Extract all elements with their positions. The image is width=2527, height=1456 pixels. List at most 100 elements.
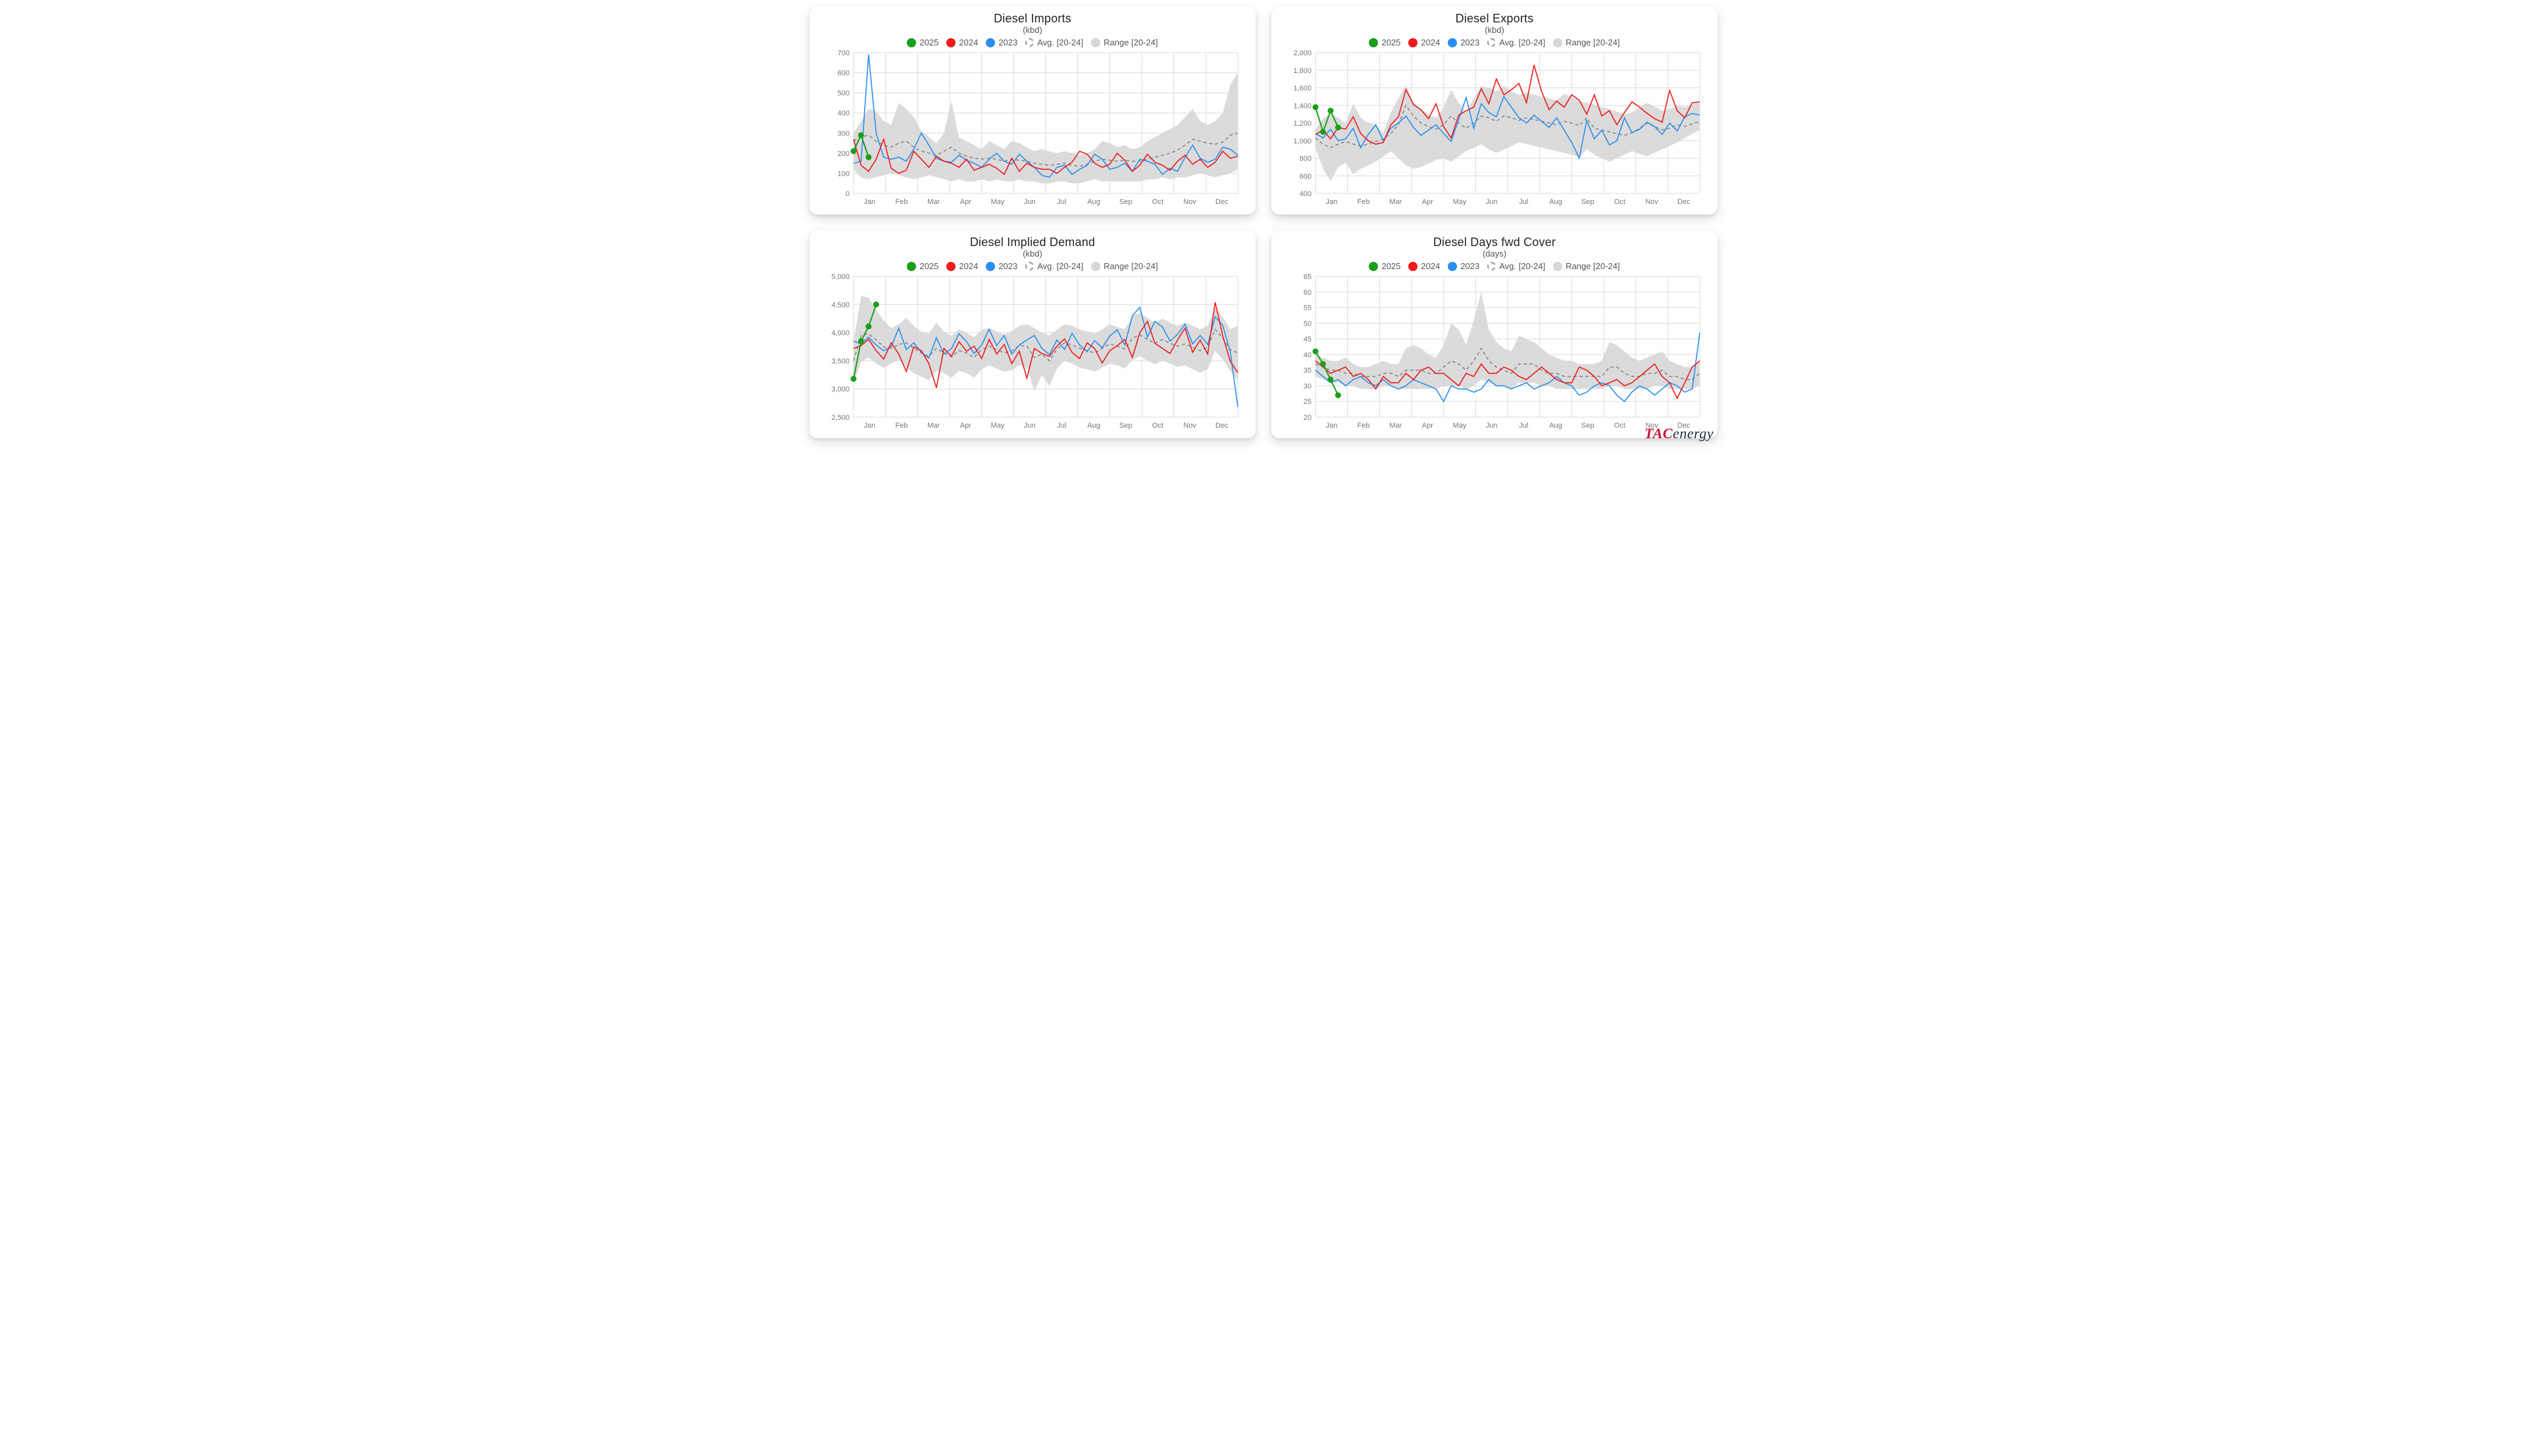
svg-text:Jul: Jul bbox=[1519, 422, 1528, 430]
svg-text:Oct: Oct bbox=[1614, 422, 1625, 430]
chart-plot: 20253035404550556065JanFebMarAprMayJunJu… bbox=[1281, 274, 1708, 432]
svg-text:300: 300 bbox=[838, 130, 850, 138]
marker-2025 bbox=[1335, 392, 1341, 398]
legend-item-avg[interactable]: Avg. [20-24] bbox=[1025, 261, 1083, 271]
svg-text:Mar: Mar bbox=[1389, 198, 1402, 206]
legend-swatch bbox=[1408, 38, 1417, 47]
legend: 2025 2024 2023 Avg. [20-24] Range [20-24] bbox=[1281, 261, 1708, 271]
svg-text:Nov: Nov bbox=[1645, 198, 1658, 206]
svg-text:Dec: Dec bbox=[1215, 422, 1229, 430]
legend-swatch bbox=[946, 262, 956, 271]
legend-label: 2023 bbox=[1460, 38, 1479, 47]
chart-subtitle: (kbd) bbox=[819, 25, 1246, 35]
svg-text:30: 30 bbox=[1304, 382, 1312, 390]
chart-title: Diesel Imports bbox=[819, 12, 1246, 26]
svg-text:60: 60 bbox=[1304, 289, 1312, 297]
legend-label: 2023 bbox=[998, 38, 1017, 47]
brand-right: energy bbox=[1673, 425, 1714, 441]
svg-text:600: 600 bbox=[1300, 172, 1312, 180]
svg-text:100: 100 bbox=[838, 170, 850, 178]
legend-item-avg[interactable]: Avg. [20-24] bbox=[1025, 38, 1083, 47]
chart-plot: 0100200300400500600700JanFebMarAprMayJun… bbox=[819, 50, 1246, 208]
marker-2025 bbox=[1327, 108, 1333, 114]
svg-text:400: 400 bbox=[838, 110, 850, 118]
svg-text:Sep: Sep bbox=[1119, 422, 1133, 430]
svg-text:500: 500 bbox=[838, 89, 850, 97]
legend-item-2024[interactable]: 2024 bbox=[946, 261, 978, 271]
legend-item-range[interactable]: Range [20-24] bbox=[1091, 261, 1158, 271]
legend-swatch bbox=[907, 262, 916, 271]
legend-item-2023[interactable]: 2023 bbox=[986, 38, 1017, 47]
svg-text:45: 45 bbox=[1304, 336, 1312, 343]
legend-item-2024[interactable]: 2024 bbox=[1408, 261, 1440, 271]
svg-text:Mar: Mar bbox=[1389, 422, 1402, 430]
svg-text:65: 65 bbox=[1304, 274, 1312, 281]
svg-text:Feb: Feb bbox=[1358, 422, 1370, 430]
legend: 2025 2024 2023 Avg. [20-24] Range [20-24] bbox=[819, 261, 1246, 271]
legend-item-2025[interactable]: 2025 bbox=[907, 38, 938, 47]
svg-text:Oct: Oct bbox=[1152, 422, 1163, 430]
svg-text:May: May bbox=[991, 422, 1005, 430]
legend-swatch bbox=[986, 262, 995, 271]
svg-text:1,000: 1,000 bbox=[1293, 138, 1312, 145]
legend-item-2023[interactable]: 2023 bbox=[1448, 261, 1479, 271]
svg-text:Sep: Sep bbox=[1119, 198, 1133, 206]
legend-swatch bbox=[1553, 262, 1562, 271]
svg-text:Mar: Mar bbox=[927, 422, 940, 430]
legend-label: Range [20-24] bbox=[1566, 261, 1620, 271]
legend-label: Avg. [20-24] bbox=[1499, 38, 1545, 47]
svg-text:35: 35 bbox=[1304, 367, 1312, 375]
marker-2025 bbox=[873, 301, 879, 307]
legend-label: 2025 bbox=[919, 38, 938, 47]
legend-label: 2025 bbox=[1381, 38, 1400, 47]
svg-text:400: 400 bbox=[1300, 190, 1312, 198]
svg-text:5,000: 5,000 bbox=[831, 274, 850, 281]
svg-text:700: 700 bbox=[838, 50, 850, 57]
legend-item-2023[interactable]: 2023 bbox=[986, 261, 1017, 271]
marker-2025 bbox=[858, 338, 864, 344]
legend-item-2024[interactable]: 2024 bbox=[1408, 38, 1440, 47]
legend-swatch bbox=[1025, 262, 1034, 270]
svg-text:Apr: Apr bbox=[1422, 422, 1433, 430]
legend-item-2025[interactable]: 2025 bbox=[1369, 38, 1400, 47]
diesel-exports-card: Diesel Exports(kbd) 2025 2024 2023 Avg. [20-… bbox=[1271, 7, 1718, 214]
legend-swatch bbox=[1025, 38, 1034, 47]
marker-2025 bbox=[1313, 349, 1319, 355]
legend-swatch bbox=[907, 38, 916, 47]
legend-item-2023[interactable]: 2023 bbox=[1448, 38, 1479, 47]
chart-subtitle: (kbd) bbox=[1281, 25, 1708, 35]
svg-text:Jan: Jan bbox=[863, 198, 875, 206]
legend-swatch bbox=[1487, 262, 1496, 270]
svg-text:Apr: Apr bbox=[960, 198, 971, 206]
diesel-demand-card: Diesel Implied Demand(kbd)202520242023Av… bbox=[809, 230, 1256, 438]
svg-text:Aug: Aug bbox=[1549, 198, 1562, 206]
marker-2025 bbox=[1313, 104, 1319, 110]
legend: 2025 2024 2023 Avg. [20-24] Range [20-24] bbox=[819, 38, 1246, 47]
legend-item-2025[interactable]: 2025 bbox=[907, 261, 938, 271]
legend-label: Avg. [20-24] bbox=[1037, 261, 1083, 271]
marker-2025 bbox=[851, 376, 857, 382]
legend-item-2024[interactable]: 2024 bbox=[946, 38, 978, 47]
svg-text:Aug: Aug bbox=[1087, 198, 1100, 206]
legend-item-avg[interactable]: Avg. [20-24] bbox=[1487, 38, 1545, 47]
legend-item-range[interactable]: Range [20-24] bbox=[1091, 38, 1158, 47]
svg-text:May: May bbox=[1453, 198, 1467, 206]
svg-text:Jun: Jun bbox=[1486, 422, 1498, 430]
svg-text:Sep: Sep bbox=[1581, 422, 1595, 430]
legend-label: Range [20-24] bbox=[1104, 261, 1158, 271]
legend-swatch bbox=[986, 38, 995, 47]
chart-title: Diesel Exports bbox=[1281, 12, 1708, 26]
legend-label: Range [20-24] bbox=[1104, 38, 1158, 47]
svg-text:25: 25 bbox=[1304, 398, 1312, 406]
legend-item-2025[interactable]: 2025 bbox=[1369, 261, 1400, 271]
svg-text:50: 50 bbox=[1304, 320, 1312, 328]
legend-item-range[interactable]: Range [20-24] bbox=[1553, 38, 1620, 47]
svg-text:Jul: Jul bbox=[1057, 198, 1066, 206]
legend-item-range[interactable]: Range [20-24] bbox=[1553, 261, 1620, 271]
svg-text:1,400: 1,400 bbox=[1293, 102, 1312, 110]
svg-text:2,500: 2,500 bbox=[831, 414, 850, 422]
legend-swatch bbox=[1369, 38, 1378, 47]
marker-2025 bbox=[858, 132, 864, 138]
legend-swatch bbox=[1369, 262, 1378, 271]
legend-item-avg[interactable]: Avg. [20-24] bbox=[1487, 261, 1545, 271]
